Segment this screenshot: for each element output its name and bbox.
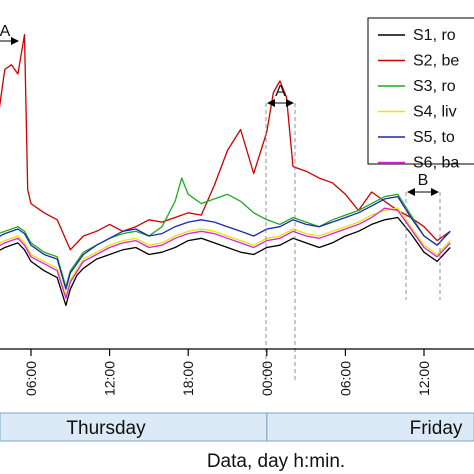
legend-label-s1: S1, ro [413,27,456,44]
x-tick-label: 18:00 [180,361,196,396]
annotation-label: A [0,23,11,40]
annotation-label: A [275,83,286,100]
x-tick-label: 06:00 [337,361,353,396]
legend-box [367,17,474,165]
x-tick-label: 12:00 [102,361,118,396]
x-tick-label: 00:00 [259,361,275,396]
x-tick-label: 06:00 [23,361,39,396]
legend-label-s6: S6, ba [413,155,459,172]
day-bar [0,412,474,442]
legend-label-s5: S5, to [413,129,455,146]
legend-label-s4: S4, liv [413,104,457,121]
series-line-s2 [0,34,451,251]
legend-label-s3: S3, ro [413,78,456,95]
legend: S1, ro S2, be S3, ro S4, liv S5, to S6, ba [367,17,474,172]
legend-label-s2: S2, be [413,53,459,70]
series-line-s4 [0,207,451,297]
day-label-thursday: Thursday [66,418,146,439]
x-axis: 06:00 12:00 18:00 00:00 06:00 12:00 Thursday Fr… [0,348,474,442]
day-label-friday: Friday [410,418,463,439]
series-layer [0,34,451,307]
series-line-s1 [0,216,451,307]
series-line-s6 [0,207,451,300]
series-line-s5 [0,195,451,290]
x-tick-label: 12:00 [416,361,432,396]
annotation-layer: A A B [0,23,441,380]
x-axis-title: Data, day h:min. [207,451,345,472]
annotation-label: B [418,172,429,189]
